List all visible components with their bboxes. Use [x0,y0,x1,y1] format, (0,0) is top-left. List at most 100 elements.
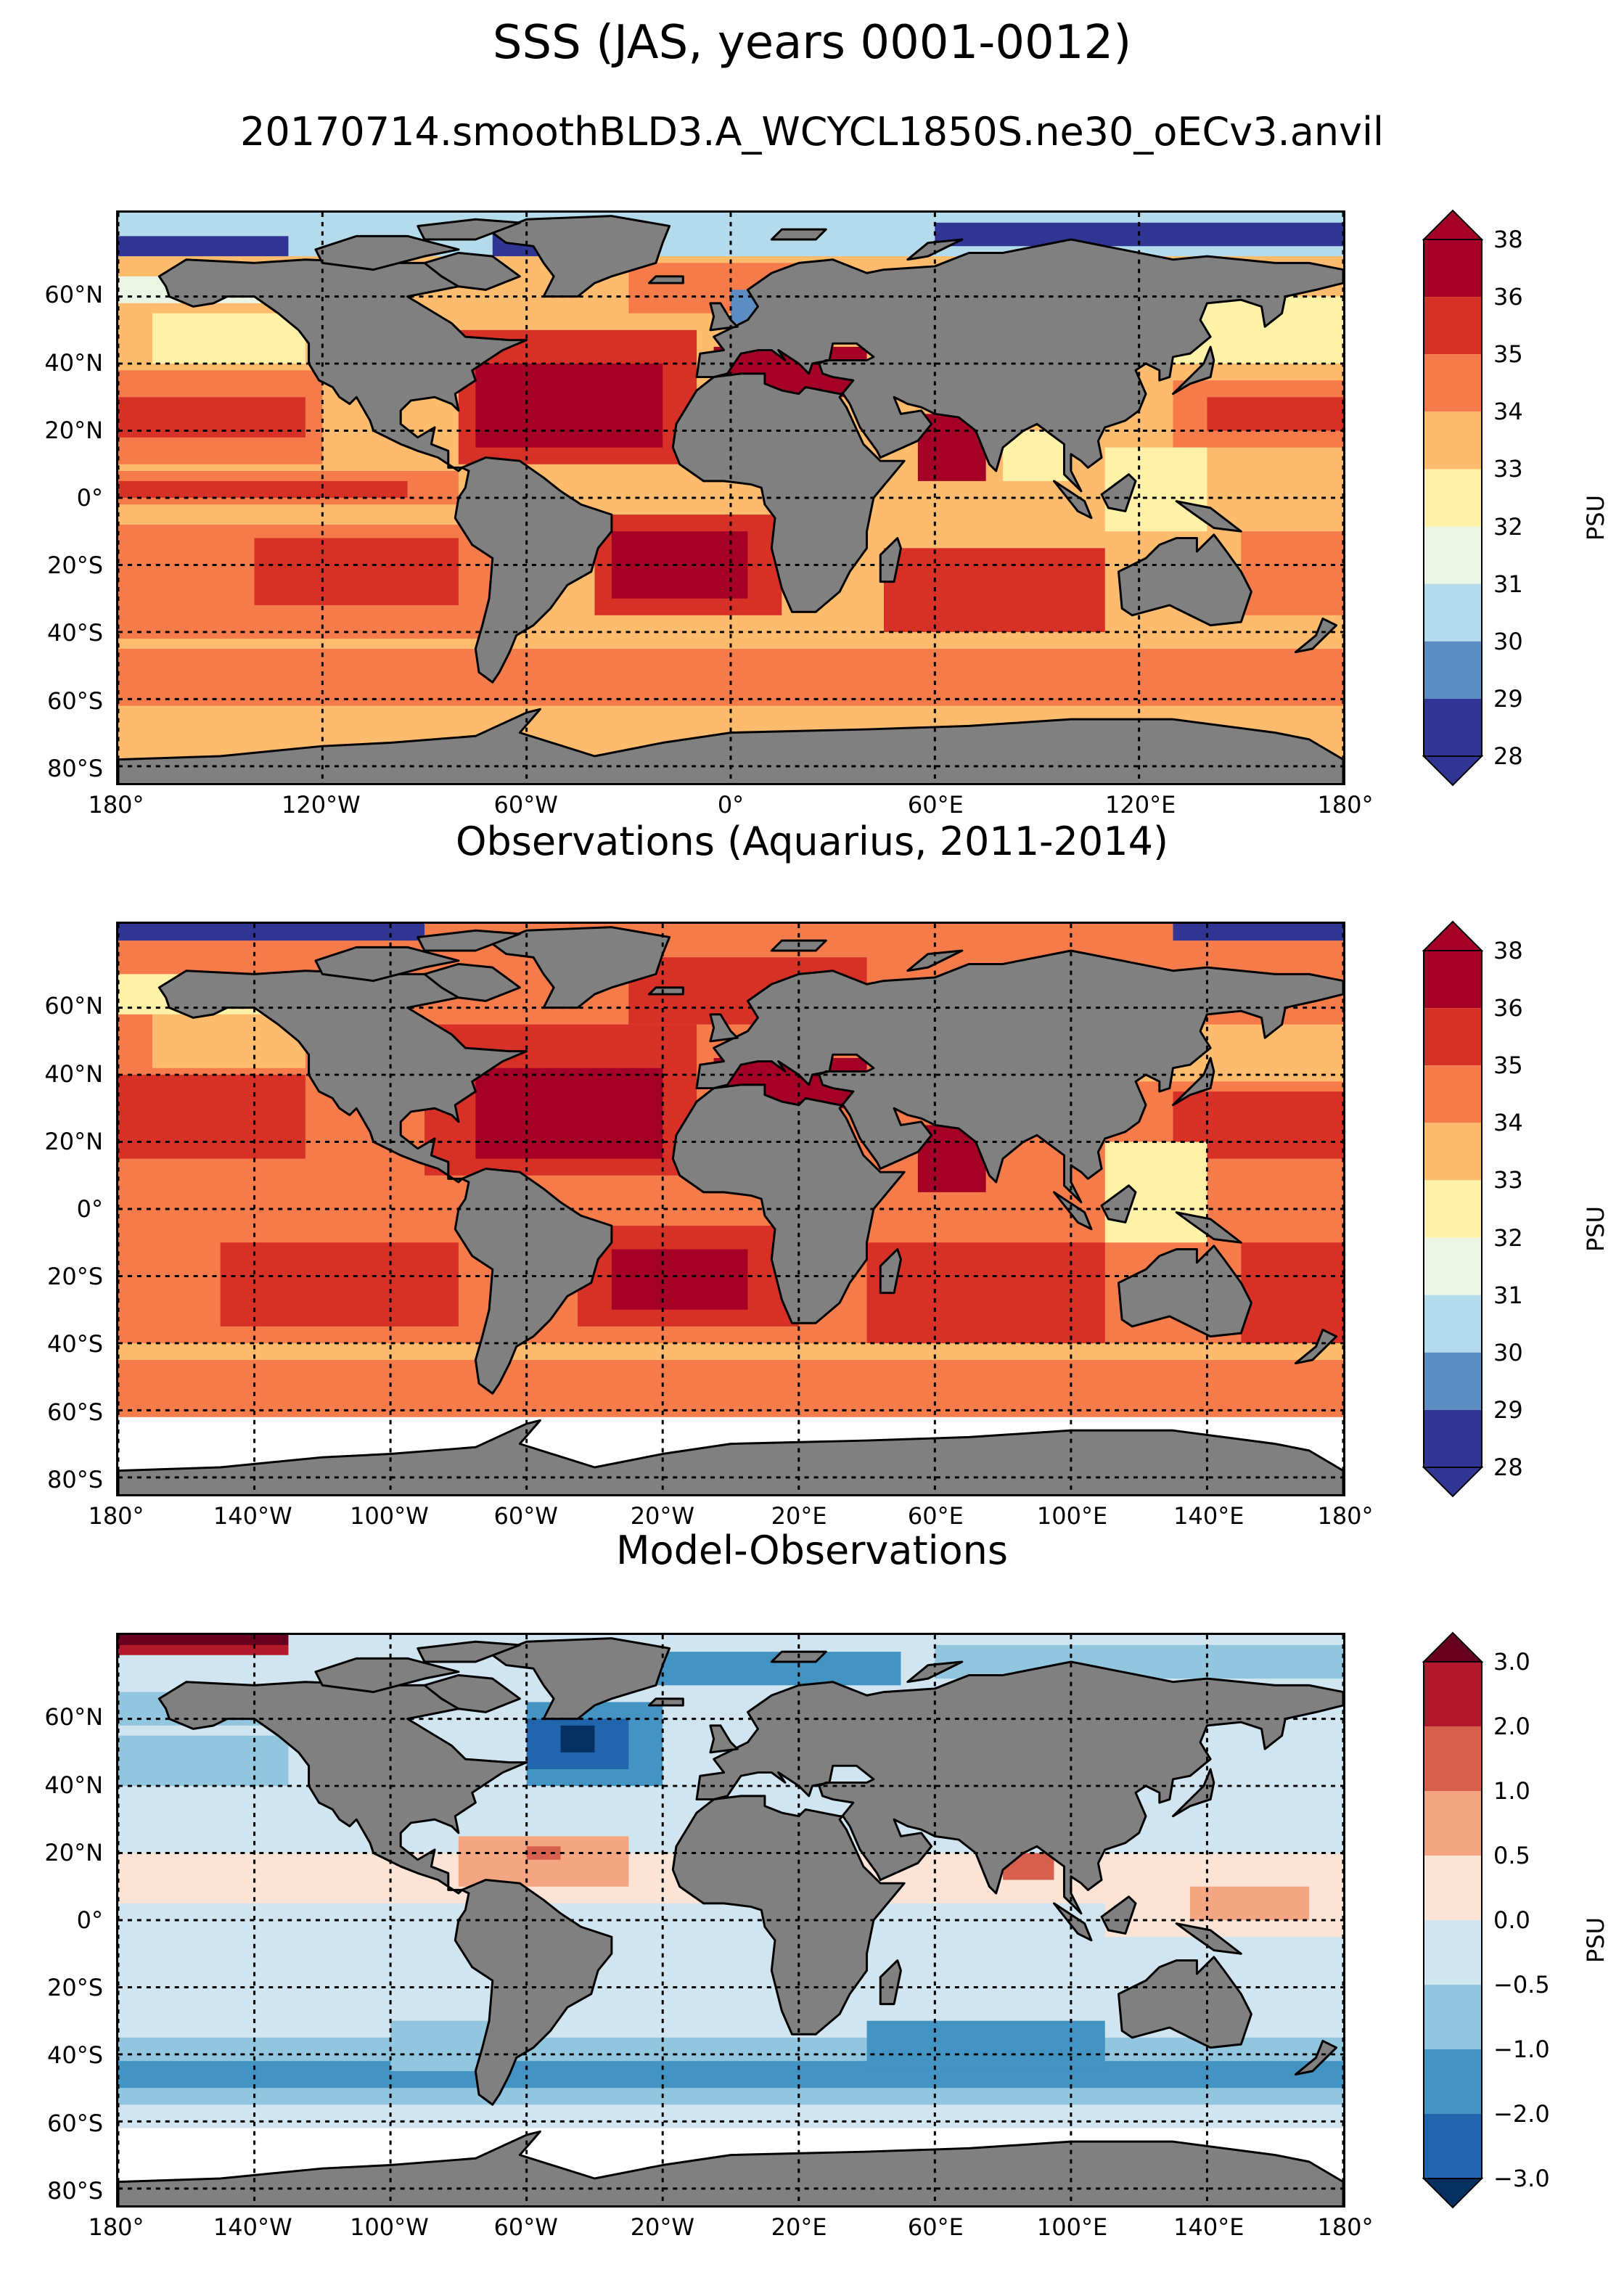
land-sumatra [1052,1902,1093,1942]
land-nz [1294,2039,1338,2076]
colorbar-segment [1424,469,1482,527]
x-tick-label: 60°E [907,2213,964,2241]
land-madagascar [879,536,902,583]
x-tick-label: 180° [88,791,144,819]
land-borneo [1100,473,1137,512]
y-tick-label: 20°N [44,416,103,444]
colorbar-canvas [1422,209,1484,787]
colorbar-tick-label: 28 [1493,742,1523,770]
colorbar-tick-label: 38 [1493,937,1523,964]
land-svalbard [770,228,827,241]
land-australia [1117,1956,1252,2049]
colorbar-tick-label: −1.0 [1493,2036,1550,2063]
x-tick-label: 100°W [350,1502,429,1530]
field-patch [118,649,1343,706]
land-baffin [423,962,521,1002]
x-tick-label: 140°W [213,2213,292,2241]
x-tick-label: 60°W [493,2213,558,2241]
run-name-subtitle: 20170714.smoothBLD3.A_WCYCL1850S.ne30_oE… [239,109,1385,155]
colorbar-segment [1424,951,1482,1009]
y-tick-label: 20°S [46,1263,103,1291]
y-tick-label: 60°N [44,1703,103,1731]
colorbar-segment [1424,1856,1482,1920]
colorbar-tick-label: 28 [1493,1454,1523,1481]
field-patch [118,1644,289,1655]
x-tick-label: 120°W [281,791,361,819]
field-patch [1207,397,1343,431]
observations-panel-title: Observations (Aquarius, 2011-2014) [455,819,1169,864]
land-japan [1172,1057,1215,1107]
land-arctic-islands [314,946,460,983]
field-patch [152,313,305,364]
land-borneo [1100,1184,1137,1223]
colorbar-extend-min [1422,1467,1484,1498]
observations-sss-map [116,922,1345,1496]
colorbar-frame [1423,950,1482,1468]
colorbar-segment [1424,1237,1482,1295]
colorbar-tick-label: 38 [1493,226,1523,253]
land-antarctica [118,708,1343,783]
colorbar-extend-min [1422,2178,1484,2209]
land-iceland [648,986,684,996]
y-tick-label: 60°S [46,686,103,715]
y-tick-label: 40°N [44,1059,103,1088]
land-greenland [491,215,671,298]
colorbar-segment [1424,1409,1482,1467]
field-patch [118,1075,305,1159]
colorbar-tick-label: 1.0 [1493,1777,1530,1805]
land-arctic-islands [314,234,460,271]
land-ellesmere [417,218,521,241]
colorbar-tick-label: 0.0 [1493,1906,1530,1934]
x-tick-label: 0° [717,791,745,819]
land-greenland [491,926,671,1009]
y-tick-label: 0° [76,484,103,512]
y-tick-label: 60°S [46,1398,103,1426]
colorbar-tick-label: 30 [1493,1338,1523,1366]
x-tick-label: 20°E [771,1502,827,1530]
x-tick-label: 140°E [1173,2213,1244,2241]
colorbar-segment [1424,354,1482,412]
field-patch [118,924,425,941]
field-patch [254,538,459,605]
observations-colorbar [1422,920,1484,1498]
land-nz [1294,1328,1338,1365]
land-new-guinea [1175,1922,1242,1955]
field-patch [475,364,663,448]
field-patch [220,1242,459,1327]
x-tick-label: 140°E [1173,1502,1244,1530]
y-tick-label: 40°S [46,619,103,647]
colorbar-segment [1424,1295,1482,1353]
colorbar-extend-max [1422,1631,1484,1663]
land-madagascar [879,1959,902,2006]
land-uk [709,1013,739,1043]
x-tick-label: 60°E [907,1502,964,1530]
model-sss-map [116,210,1345,785]
difference-panel-title: Model-Observations [615,1528,1009,1573]
land-japan [1172,345,1215,395]
field-patch [611,1249,748,1310]
field-patch [1241,531,1343,615]
field-patch [475,1067,663,1159]
land-nz [1294,617,1338,654]
colorbar-tick-label: 34 [1493,398,1523,426]
x-tick-label: 20°W [630,2213,695,2241]
colorbar-tick-label: 0.5 [1493,1842,1530,1869]
field-patch [458,1836,629,1887]
colorbar-canvas [1422,920,1484,1498]
colorbar-segment [1424,1791,1482,1856]
y-tick-label: 80°S [46,2176,103,2205]
colorbar-segment [1424,698,1482,756]
colorbar-segment [1424,641,1482,699]
field-patch [118,397,305,438]
colorbar-tick-label: 36 [1493,283,1523,311]
land-australia [1117,1245,1252,1338]
land-uk [709,302,739,332]
field-patch [118,480,408,498]
y-tick-label: 20°N [44,1127,103,1155]
land-ellesmere [417,1640,521,1663]
map-canvas [118,1635,1343,2205]
land-antarctica [118,1419,1343,1494]
land-ellesmere [417,929,521,952]
land-japan [1172,1768,1215,1818]
land-borneo [1100,1895,1137,1935]
